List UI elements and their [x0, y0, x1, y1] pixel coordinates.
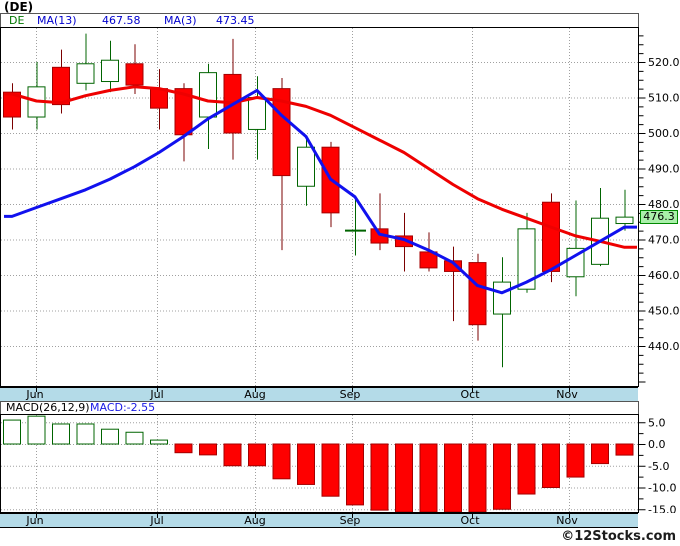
macd-params-label: MACD(26,12,9): [6, 401, 90, 414]
month-label: Aug: [244, 388, 266, 401]
month-tick: [255, 514, 256, 518]
macd-value-label: MACD:-2.55: [90, 401, 156, 414]
month-label: Jul: [150, 514, 164, 527]
svg-text:5.0: 5.0: [648, 416, 666, 429]
month-label: Aug: [244, 514, 266, 527]
legend-ma13-label: MA(13): [37, 14, 77, 27]
svg-text:0.0: 0.0: [648, 438, 666, 451]
month-tick: [472, 514, 473, 518]
legend-ma3-label: MA(3): [164, 14, 197, 27]
svg-text:-15.0: -15.0: [648, 503, 676, 513]
svg-text:460.0: 460.0: [648, 269, 680, 282]
last-price-badge: 476.3: [640, 210, 678, 224]
month-label: Oct: [460, 514, 480, 527]
month-tick: [352, 388, 353, 392]
month-tick: [472, 388, 473, 392]
month-tick: [36, 388, 37, 392]
month-label: Jul: [150, 388, 164, 401]
month-axis-top: Jun Jul Aug Sep Oct Nov: [0, 387, 638, 402]
chart-title: (DE): [4, 0, 34, 14]
month-label: Sep: [339, 388, 361, 401]
svg-text:-5.0: -5.0: [648, 460, 669, 473]
svg-text:520.0: 520.0: [648, 56, 680, 69]
svg-text:470.0: 470.0: [648, 234, 680, 247]
svg-text:440.0: 440.0: [648, 340, 680, 353]
macd-legend: MACD(26,12,9) MACD:-2.55: [0, 401, 639, 415]
month-tick: [36, 514, 37, 518]
svg-text:510.0: 510.0: [648, 92, 680, 105]
legend-ma13-value: 467.58: [102, 14, 141, 27]
svg-text:480.0: 480.0: [648, 198, 680, 211]
month-tick: [352, 514, 353, 518]
month-tick: [569, 514, 570, 518]
month-label: Sep: [339, 514, 361, 527]
month-axis-bottom: Jun Jul Aug Sep Oct Nov: [0, 513, 638, 528]
svg-text:500.0: 500.0: [648, 127, 680, 140]
month-tick: [255, 388, 256, 392]
month-tick: [157, 514, 158, 518]
month-label: Nov: [556, 388, 578, 401]
svg-text:450.0: 450.0: [648, 305, 680, 318]
month-label: Jun: [26, 514, 44, 527]
month-label: Nov: [556, 514, 578, 527]
price-legend: DE MA(13) 467.58 MA(3) 473.45: [0, 13, 639, 28]
svg-text:-10.0: -10.0: [648, 482, 676, 495]
price-chart: 520.0 510.0 500.0 490.0 480.0 470.0 460.0 450.0…: [0, 27, 680, 387]
month-label: Jun: [26, 388, 44, 401]
legend-symbol: DE: [9, 14, 25, 27]
month-label: Oct: [460, 388, 480, 401]
macd-chart: 5.0 0.0 -5.0 -10.0 -15.0: [0, 414, 676, 513]
legend-ma3-value: 473.45: [216, 14, 255, 27]
month-tick: [569, 388, 570, 392]
watermark: ©12Stocks.com: [561, 529, 676, 544]
month-tick: [157, 388, 158, 392]
svg-text:490.0: 490.0: [648, 163, 680, 176]
